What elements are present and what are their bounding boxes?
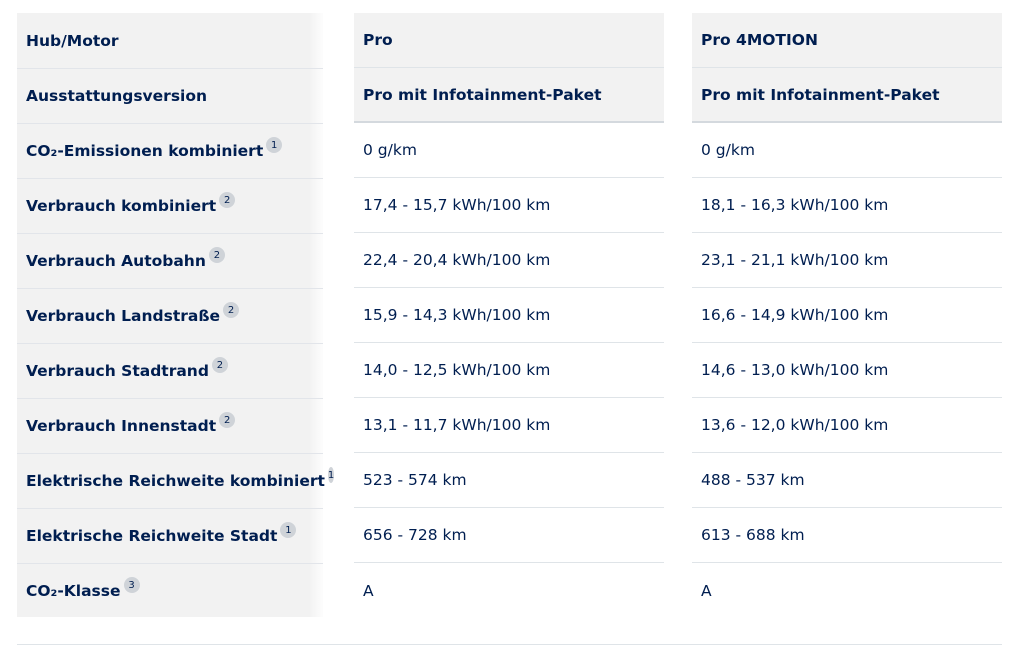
label-text: Ausstattungsversion bbox=[26, 87, 208, 105]
header-cell: Pro bbox=[354, 13, 664, 68]
value-cell: 656 - 728 km bbox=[354, 508, 664, 563]
column-pro: Pro Pro mit Infotainment-Paket 0 g/km 17… bbox=[354, 13, 664, 618]
footnote-badge[interactable]: 2 bbox=[211, 357, 228, 373]
label-verbrauch-innenstadt: Verbrauch Innenstadt 2 bbox=[17, 398, 323, 453]
footnote-badge[interactable]: 1 bbox=[280, 522, 297, 538]
footnote-badge[interactable]: 3 bbox=[123, 577, 140, 593]
label-text: Hub/Motor bbox=[26, 31, 119, 50]
value-cell: 18,1 - 16,3 kWh/100 km bbox=[692, 178, 1002, 233]
label-co2-klasse: CO₂-Klasse 3 bbox=[17, 563, 323, 618]
value-cell: 0 g/km bbox=[354, 123, 664, 178]
value-cell: 14,6 - 13,0 kWh/100 km bbox=[692, 343, 1002, 398]
label-text: Elektrische Reichweite Stadt bbox=[26, 527, 278, 545]
label-text: Verbrauch Innenstadt bbox=[26, 417, 217, 435]
label-verbrauch-kombiniert: Verbrauch kombiniert 2 bbox=[17, 178, 323, 233]
value-cell: A bbox=[701, 581, 712, 600]
footnote-badge[interactable]: 2 bbox=[223, 302, 240, 318]
value-cell: 488 - 537 km bbox=[692, 453, 1002, 508]
value-cell: 523 - 574 km bbox=[354, 453, 664, 508]
label-text: Verbrauch Landstraße bbox=[26, 307, 221, 325]
value-cell: 17,4 - 15,7 kWh/100 km bbox=[354, 178, 664, 233]
label-verbrauch-stadtrand: Verbrauch Stadtrand 2 bbox=[17, 343, 323, 398]
column-pro-4motion: Pro 4MOTION Pro mit Infotainment-Paket 0… bbox=[692, 13, 1002, 618]
label-column-fade bbox=[309, 13, 323, 617]
footnote-badge[interactable]: 1 bbox=[266, 137, 283, 153]
label-text: CO₂-Emissionen kombiniert bbox=[26, 142, 264, 160]
label-text: Verbrauch Stadtrand bbox=[26, 362, 209, 380]
label-ausstattungsversion: Ausstattungsversion bbox=[17, 68, 323, 123]
value-cell: 0 g/km bbox=[692, 123, 1002, 178]
header-cell: Pro 4MOTION bbox=[692, 13, 1002, 68]
label-co2-emissionen: CO₂-Emissionen kombiniert 1 bbox=[17, 123, 323, 178]
value-cell: 13,1 - 11,7 kWh/100 km bbox=[354, 398, 664, 453]
value-cell: 613 - 688 km bbox=[692, 508, 1002, 563]
value-cell: 23,1 - 21,1 kWh/100 km bbox=[692, 233, 1002, 288]
label-text: Verbrauch Autobahn bbox=[26, 252, 206, 270]
value-cell: 16,6 - 14,9 kWh/100 km bbox=[692, 288, 1002, 343]
label-text: Verbrauch kombiniert bbox=[26, 197, 217, 215]
header-cell: Pro mit Infotainment-Paket bbox=[354, 68, 664, 123]
footnote-badge[interactable]: 2 bbox=[219, 192, 236, 208]
label-reichweite-kombiniert: Elektrische Reichweite kombiniert 1 bbox=[17, 453, 335, 508]
label-hub-motor: Hub/Motor bbox=[17, 13, 323, 68]
label-verbrauch-landstrasse: Verbrauch Landstraße 2 bbox=[17, 288, 323, 343]
label-column: Hub/Motor Ausstattungsversion CO₂-Emissi… bbox=[17, 13, 335, 618]
value-cell: A bbox=[363, 581, 374, 600]
value-cell: 13,6 - 12,0 kWh/100 km bbox=[692, 398, 1002, 453]
value-cell: 15,9 - 14,3 kWh/100 km bbox=[354, 288, 664, 343]
label-verbrauch-autobahn: Verbrauch Autobahn 2 bbox=[17, 233, 323, 288]
footnote-badge[interactable]: 1 bbox=[327, 467, 335, 483]
value-cell: 22,4 - 20,4 kWh/100 km bbox=[354, 233, 664, 288]
value-cell: 14,0 - 12,5 kWh/100 km bbox=[354, 343, 664, 398]
label-reichweite-stadt: Elektrische Reichweite Stadt 1 bbox=[17, 508, 323, 563]
label-text: Elektrische Reichweite kombiniert bbox=[26, 472, 325, 490]
header-cell: Pro mit Infotainment-Paket bbox=[692, 68, 1002, 123]
footnote-badge[interactable]: 2 bbox=[219, 412, 236, 428]
footnote-badge[interactable]: 2 bbox=[208, 247, 225, 263]
label-text: CO₂-Klasse bbox=[26, 582, 121, 600]
